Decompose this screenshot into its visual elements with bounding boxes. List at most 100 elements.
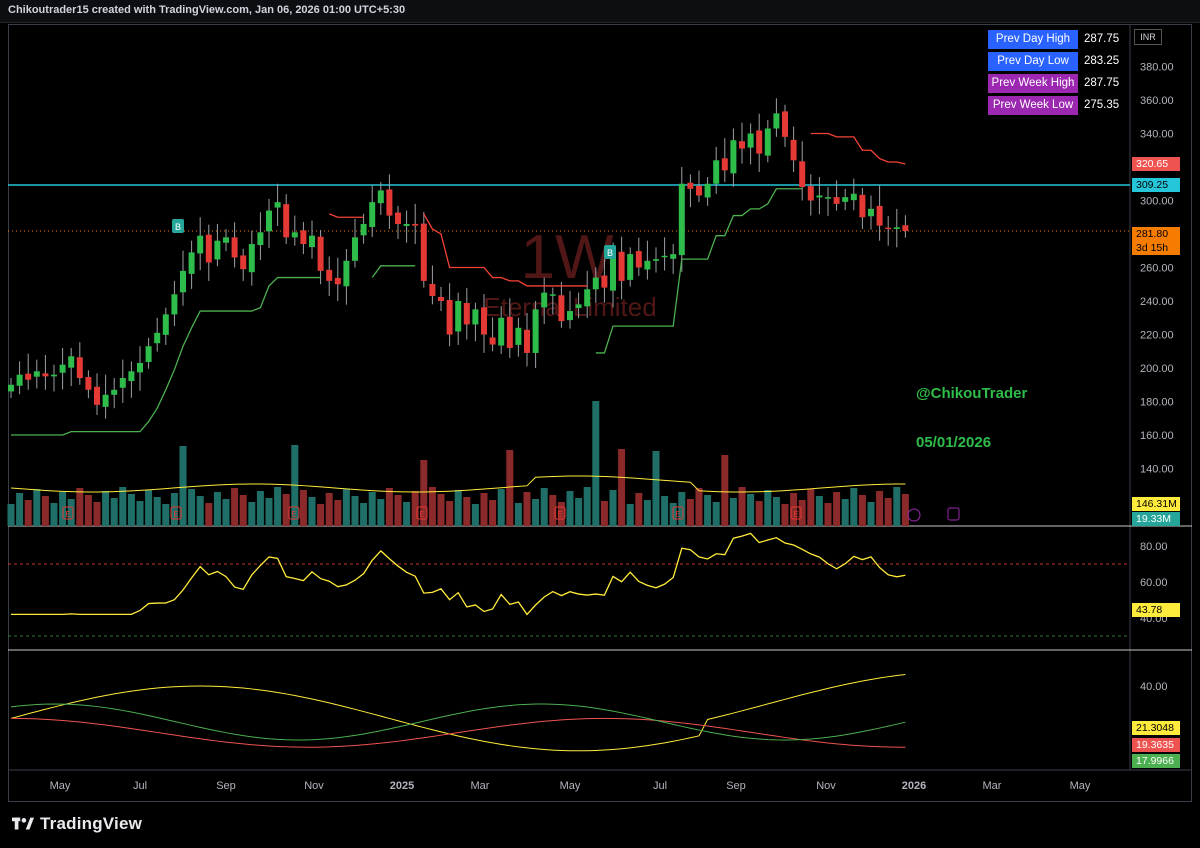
volume-bar — [93, 502, 101, 526]
volume-bar — [325, 493, 333, 526]
candle-body — [171, 294, 178, 315]
x-tick-label: Mar — [983, 780, 1002, 792]
candle-body — [137, 362, 143, 373]
candle-body — [481, 307, 487, 335]
volume-bar — [84, 495, 92, 526]
volume-bar — [403, 502, 411, 526]
candle-body — [352, 237, 358, 261]
x-tick-label: Sep — [216, 780, 236, 792]
volume-bar — [721, 455, 729, 526]
volume-bar — [385, 488, 393, 526]
x-tick-label: May — [560, 780, 581, 792]
x-tick-label: 2026 — [902, 780, 926, 792]
volume-bar — [618, 449, 626, 526]
rsi-tag: 43.78 — [1132, 603, 1180, 617]
candle-body — [842, 197, 849, 202]
rsi-tick-label: 80.00 — [1140, 541, 1168, 553]
candle-body — [248, 244, 255, 273]
volume-bar — [334, 500, 342, 526]
volume-bar — [489, 500, 497, 526]
volume-bar — [884, 498, 892, 526]
volume-bar — [205, 503, 213, 526]
stop-price-tag: 320.65 — [1132, 157, 1180, 171]
candle-body — [644, 260, 651, 270]
volume-bar — [532, 499, 540, 526]
volume-bar — [523, 492, 531, 526]
y-tick-label: 340.00 — [1140, 129, 1174, 141]
tradingview-brand: TradingView — [40, 814, 143, 833]
volume-bar — [16, 493, 24, 526]
y-tick-label: 180.00 — [1140, 397, 1174, 409]
x-tick-label: May — [1070, 780, 1091, 792]
volume-bar — [317, 504, 325, 526]
volume-bar — [394, 495, 402, 526]
x-tick-label: Nov — [816, 780, 836, 792]
volume-bar — [807, 489, 815, 526]
volume-bar — [695, 488, 703, 526]
earnings-label: E — [675, 510, 680, 519]
buy-signal-label: B — [175, 222, 181, 232]
candle-body — [360, 223, 367, 236]
candle-body — [859, 194, 866, 218]
bar-countdown: 3d 15h — [1136, 242, 1169, 254]
candle-body — [541, 292, 548, 308]
volume-bar — [729, 498, 737, 526]
earnings-marker — [672, 506, 684, 520]
candle-body — [807, 186, 814, 201]
volume-bar — [463, 497, 471, 526]
candle-body — [128, 371, 135, 382]
y-tick-label: 220.00 — [1140, 330, 1174, 342]
volume-bar — [351, 496, 359, 526]
candle-body — [403, 223, 410, 226]
candle-body — [266, 210, 272, 232]
volume-bar — [428, 487, 436, 526]
candle-body — [446, 299, 453, 335]
volume-bar — [454, 490, 462, 526]
volume-bar — [592, 401, 600, 526]
candle-body — [33, 371, 40, 377]
candle-body — [343, 260, 350, 287]
candle-body — [25, 373, 32, 380]
trailing-stop-line — [371, 265, 416, 278]
volume-bar — [815, 496, 823, 526]
earnings-label: E — [557, 510, 562, 519]
volume-bar — [704, 495, 712, 526]
volume-bar — [41, 496, 49, 526]
adx-series-line — [10, 717, 906, 748]
candle-body — [51, 374, 57, 377]
candle-body — [592, 277, 599, 290]
last-price-tag: 281.80 3d 15h — [1132, 227, 1180, 255]
watermark-interval: 1W — [521, 223, 614, 292]
candle-body — [739, 141, 745, 149]
volume-bar — [239, 495, 247, 526]
volume-bar — [222, 499, 230, 526]
candle-body — [111, 389, 118, 395]
candle-body — [575, 304, 582, 309]
volume-bar — [755, 501, 763, 526]
candle-body — [300, 230, 307, 245]
tradingview-logo[interactable]: TradingView — [12, 814, 142, 834]
candle-body — [532, 309, 539, 353]
candle-body — [16, 374, 23, 386]
candle-body — [627, 254, 634, 280]
candle-body — [506, 316, 513, 348]
volume-bar — [265, 498, 273, 526]
volume-bar — [377, 499, 385, 526]
annotation-handle: @ChikouTrader — [916, 385, 1027, 402]
adx-series-line — [10, 673, 906, 752]
candle-body — [782, 111, 788, 137]
candle-body — [687, 182, 694, 189]
candle-body — [42, 373, 49, 377]
candle-body — [334, 277, 341, 285]
candle-body — [747, 133, 754, 148]
volume-bar — [420, 460, 428, 526]
x-tick-label: Jul — [133, 780, 147, 792]
currency-badge[interactable]: INR — [1134, 29, 1162, 45]
candle-body — [145, 346, 152, 362]
rsi-line — [11, 532, 906, 616]
candle-body — [704, 183, 711, 198]
legend-prev-day-high-value: 287.75 — [1084, 33, 1120, 45]
volume-bar — [162, 504, 170, 526]
candle-body — [756, 130, 763, 154]
